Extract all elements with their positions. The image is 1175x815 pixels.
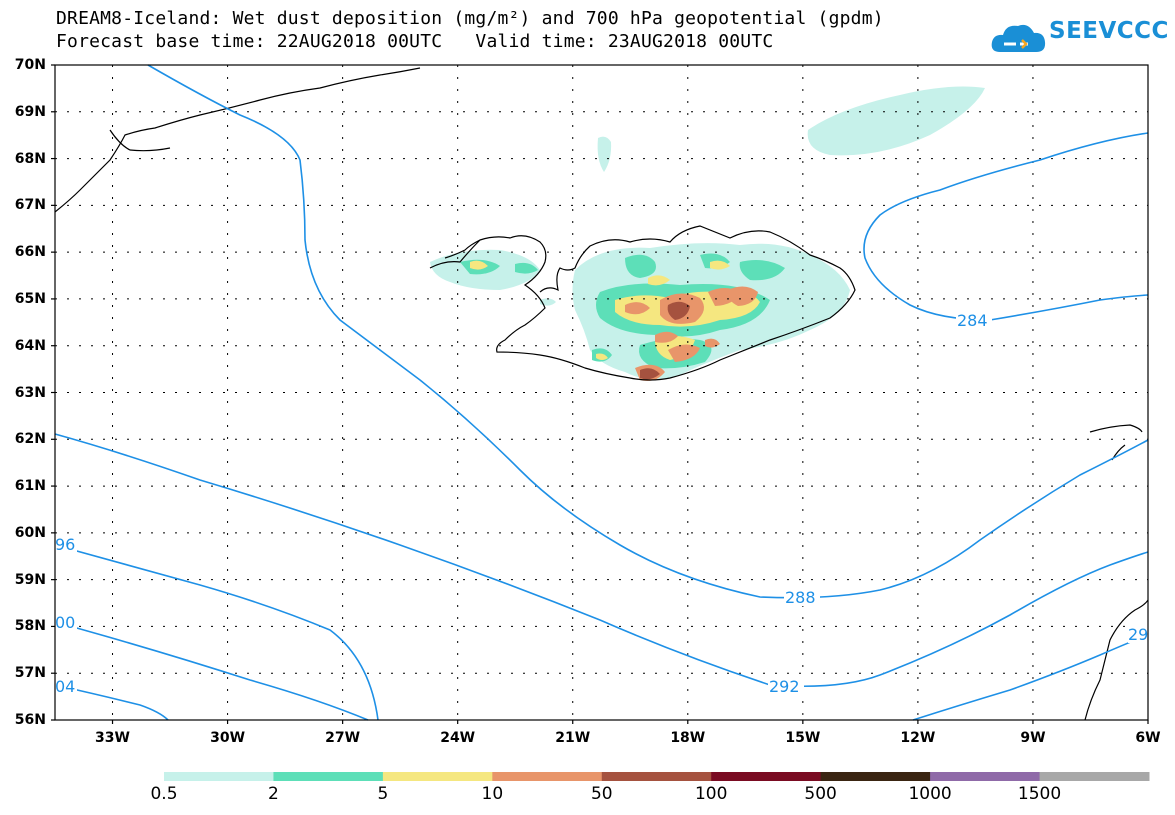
colorbar-swatch-1 [273, 772, 384, 781]
lat-label-56N: 56N [14, 712, 46, 728]
colorbar-label-100: 100 [694, 784, 728, 804]
axis-ticks [51, 64, 1149, 724]
colorbar-swatch-4 [601, 772, 712, 781]
lon-label-24W: 24W [440, 730, 476, 746]
cloud-icon [991, 24, 1046, 52]
coastline-iceland [429, 225, 856, 381]
lat-label-61N: 61N [14, 478, 46, 495]
lon-label-15W: 15W [785, 730, 821, 746]
contour-label-284: 284 [957, 311, 988, 330]
contour-296 [54, 544, 379, 721]
lat-label-63N: 63N [14, 384, 46, 401]
contour-label-292-east: 29 [1128, 625, 1148, 644]
contour-284-north [147, 64, 1149, 599]
colorbar-swatch-3 [492, 772, 603, 781]
colorbar-swatch-7 [930, 772, 1041, 781]
contour-label-288: 288 [785, 588, 816, 607]
dust-deposition-shading [430, 86, 985, 381]
colorbar-label-2: 2 [268, 784, 279, 804]
colorbar [164, 772, 1150, 781]
colorbar-label-1500: 1500 [1017, 784, 1062, 804]
contour-label-296: 96 [55, 535, 75, 554]
colorbar-label-0.5: 0.5 [150, 784, 178, 804]
colorbar-swatch-6 [820, 772, 931, 781]
geopotential-contours [54, 64, 1149, 721]
colorbar-label-1000: 1000 [908, 784, 952, 804]
lat-label-67N: 67N [14, 197, 46, 214]
coastline-scotland [1084, 424, 1149, 721]
contour-300 [54, 621, 369, 721]
colorbar-swatch-5 [711, 772, 822, 781]
map-title-line2: Forecast base time: 22AUG2018 00UTC Vali… [56, 31, 774, 52]
lon-label-27W: 27W [325, 730, 361, 746]
coastline-greenland [54, 67, 421, 213]
contour-284-east [863, 132, 1149, 321]
logo-text: SEEVCCC [1049, 18, 1169, 44]
map-title-line1: DREAM8-Iceland: Wet dust deposition (mg/… [56, 8, 884, 29]
contour-292-se [912, 634, 1149, 721]
lat-label-68N: 68N [14, 150, 46, 167]
colorbar-swatch-0 [164, 772, 274, 781]
lat-label-69N: 69N [14, 103, 46, 120]
contour-labels: 284 288 292 96 00 04 29 [55, 311, 1148, 696]
contour-label-300: 00 [55, 613, 75, 632]
lat-label-58N: 58N [14, 618, 46, 635]
lon-label-21W: 21W [555, 730, 591, 746]
map-grid [55, 65, 1148, 720]
lon-label-12W: 12W [900, 730, 936, 746]
lat-label-64N: 64N [14, 337, 46, 354]
colorbar-label-50: 50 [590, 784, 613, 804]
colorbar-label-5: 5 [377, 784, 389, 804]
colorbar-label-500: 500 [804, 784, 837, 804]
lon-label-30W: 30W [210, 730, 246, 746]
lon-label-9W: 9W [1020, 730, 1046, 746]
lat-label-59N: 59N [14, 571, 46, 588]
contour-label-304: 04 [55, 677, 75, 696]
contour-304 [54, 684, 169, 721]
colorbar-swatch-2 [382, 772, 493, 781]
contour-292 [54, 433, 1149, 688]
colorbar-swatch-8 [1039, 772, 1150, 781]
lat-label-62N: 62N [14, 431, 46, 448]
lat-label-65N: 65N [14, 290, 46, 307]
lon-label-6W: 6W [1135, 730, 1161, 746]
lon-label-18W: 18W [670, 730, 706, 746]
colorbar-label-10: 10 [481, 784, 504, 804]
lat-label-66N: 66N [14, 244, 46, 261]
lat-label-57N: 57N [14, 665, 46, 682]
lat-label-70N: 70N [14, 57, 46, 73]
contour-label-292: 292 [769, 677, 800, 696]
lon-label-33W: 33W [95, 730, 130, 746]
lat-label-60N: 60N [14, 524, 46, 541]
